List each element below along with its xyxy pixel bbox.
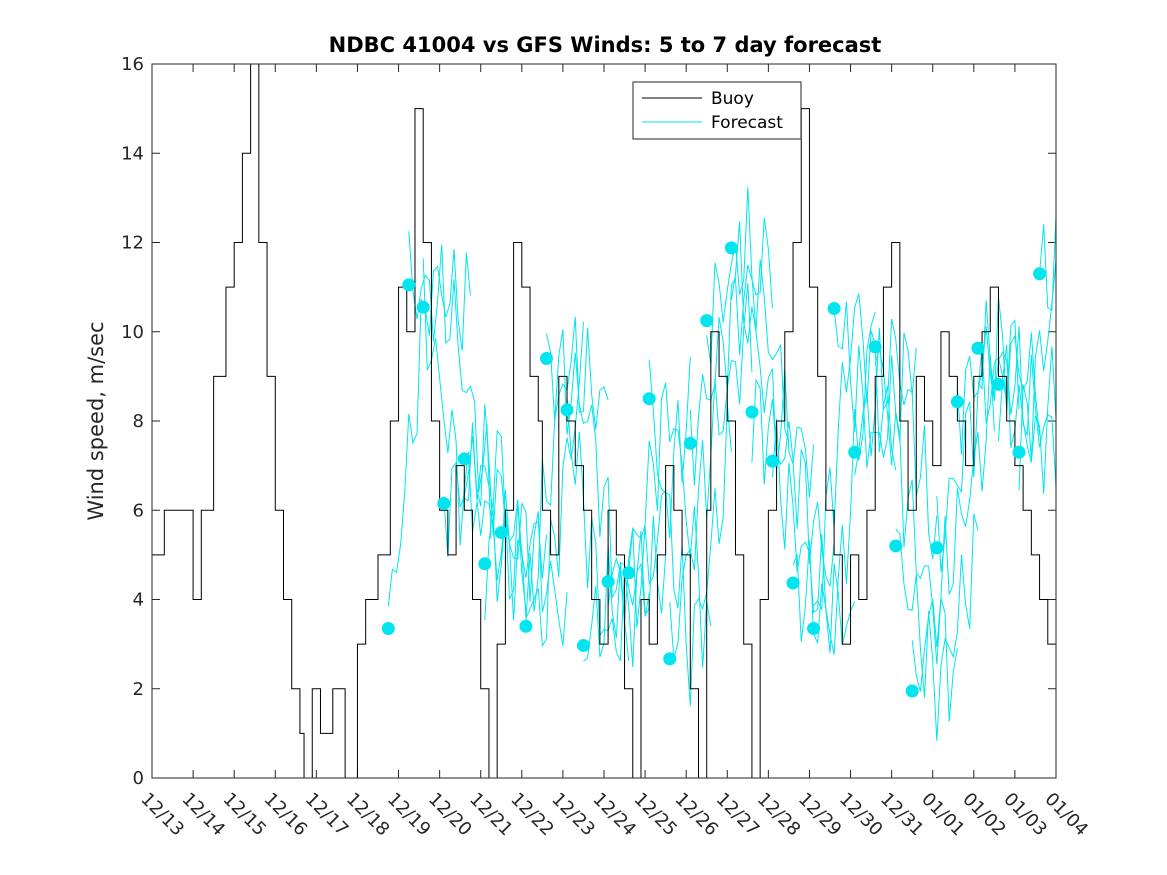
forecast-line <box>1039 215 1057 311</box>
forecast-point <box>700 314 714 328</box>
forecast-point <box>642 392 656 406</box>
forecast-line <box>628 382 712 668</box>
axis-ticks <box>151 63 1057 779</box>
forecast-point <box>889 539 903 553</box>
forecast-line <box>854 318 938 560</box>
y-tick-label: 6 <box>133 500 144 521</box>
forecast-point <box>991 377 1005 391</box>
forecast-line <box>895 513 979 741</box>
forecast-point <box>381 622 395 636</box>
forecast-point <box>601 575 615 589</box>
forecast-line <box>977 300 1057 488</box>
forecast-line <box>408 231 492 539</box>
y-tick-label: 14 <box>121 143 144 164</box>
y-axis-label: Wind speed, m/sec <box>84 321 108 520</box>
forecast-point <box>827 302 841 316</box>
forecast-point <box>402 278 416 292</box>
chart-title: NDBC 41004 vs GFS Winds: 5 to 7 day fore… <box>329 33 882 57</box>
forecast-point <box>786 576 800 590</box>
legend: Buoy Forecast <box>632 81 802 140</box>
forecast-line <box>911 354 995 692</box>
forecast-line <box>997 344 1057 494</box>
forecast-line <box>874 348 958 722</box>
y-tick-label: 0 <box>133 768 144 789</box>
buoy-line <box>152 63 1057 779</box>
y-tick-label: 8 <box>133 411 144 432</box>
forecast-point <box>724 241 738 255</box>
forecast-point <box>494 526 508 540</box>
forecast-line <box>484 501 568 647</box>
forecast-line <box>730 221 815 498</box>
forecast-point <box>560 403 574 417</box>
forecast-line <box>464 422 547 600</box>
forecast-point <box>848 445 862 459</box>
forecast-point <box>519 619 533 633</box>
forecast-line <box>387 249 471 607</box>
legend-box <box>632 81 802 140</box>
forecast-point <box>457 452 471 466</box>
forecast-point <box>1033 267 1047 281</box>
forecast-point <box>437 497 451 511</box>
forecast-line <box>771 418 856 653</box>
forecast-point <box>478 557 492 571</box>
forecast-line <box>706 187 790 442</box>
forecast-point <box>930 541 944 555</box>
legend-forecast-label: Forecast <box>711 113 783 133</box>
forecast-line <box>500 321 584 648</box>
forecast-line <box>1018 260 1057 491</box>
y-tick-label: 12 <box>121 233 144 254</box>
forecast-line <box>545 329 630 661</box>
forecast-point <box>416 300 430 314</box>
legend-buoy-label: Buoy <box>711 89 754 109</box>
forecast-point <box>765 454 779 468</box>
forecast-line <box>813 293 897 610</box>
y-tick-label: 16 <box>121 54 144 75</box>
forecast-line <box>648 359 732 707</box>
y-tick-label: 2 <box>133 679 144 700</box>
buoy-series <box>152 63 1057 779</box>
forecast-point <box>868 340 882 354</box>
forecast-line <box>607 357 691 628</box>
forecast-point <box>905 684 919 698</box>
forecast-point <box>950 395 964 409</box>
y-tick-label: 10 <box>121 322 144 343</box>
y-tick-labels: 0 2 4 6 8 10 12 14 16 <box>121 54 144 789</box>
forecast-point <box>1012 445 1026 459</box>
forecast-point <box>576 638 590 652</box>
forecast-point <box>622 566 636 580</box>
forecast-point <box>539 352 553 366</box>
plot-frame <box>151 63 1057 779</box>
y-tick-label: 4 <box>133 590 144 611</box>
forecast-markers <box>381 241 1047 698</box>
forecast-line <box>936 319 1020 573</box>
forecast-line <box>443 404 527 611</box>
forecast-line <box>792 311 876 655</box>
forecast-point <box>807 622 821 636</box>
forecast-point <box>683 436 697 450</box>
forecast-point <box>971 341 985 355</box>
forecast-point <box>745 405 759 419</box>
forecast-line <box>689 217 773 486</box>
forecast-line <box>751 378 835 587</box>
forecast-point <box>663 652 677 666</box>
